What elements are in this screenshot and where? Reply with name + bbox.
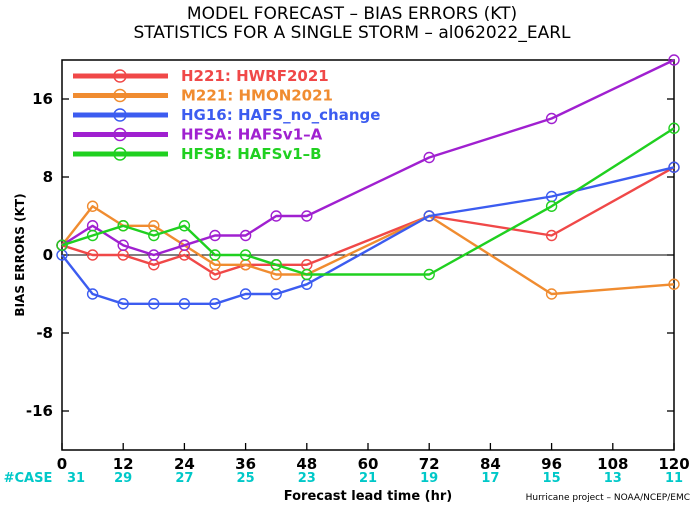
data-point [117,298,129,310]
data-point [86,249,99,261]
data-point [209,249,221,261]
data-point [423,268,435,281]
legend-swatch-marker [113,108,127,122]
data-point [668,54,680,66]
x-tick-label: 72 [419,455,440,473]
series-line [61,205,675,296]
data-point [209,229,221,242]
x-tick-label: 36 [235,455,256,473]
case-count: 11 [665,471,683,486]
case-count: 23 [298,471,316,486]
legend-entry-label: HFSB: HAFSv1–B [181,145,322,163]
data-point [545,229,558,242]
case-count: 19 [420,471,438,486]
x-tick-label: 24 [174,455,195,473]
data-point [239,249,252,261]
x-tick-label: 48 [296,455,317,473]
y-tick-label: 8 [43,168,53,186]
data-point [148,229,160,242]
data-point [301,210,313,222]
legend-entry-label: HG16: HAFS_no_change [181,106,380,124]
case-count: 21 [359,471,377,486]
y-tick-label: -16 [26,402,53,420]
data-point [270,288,282,300]
data-point [56,239,68,251]
data-point [239,229,252,242]
series-group [56,122,680,281]
legend-swatch-marker [113,88,127,103]
data-point [117,239,129,251]
series-group [56,54,680,261]
case-count: 29 [114,471,132,486]
case-label: #CASE [4,471,53,486]
legend-entry-label: HFSA: HAFSv1–A [181,126,323,144]
series-group [56,161,680,310]
data-point [668,122,680,134]
data-point [423,210,435,222]
legend-swatch-marker [113,69,127,83]
legend-entry-label: M221: HMON2021 [181,87,333,105]
legend-swatch-marker [113,147,127,161]
data-point [178,220,191,232]
case-count: 17 [481,471,499,486]
data-point [178,298,191,310]
data-point [239,288,252,300]
chart-subtitle: STATISTICS FOR A SINGLE STORM – al062022… [133,23,571,43]
y-tick-label: 0 [43,246,53,264]
x-tick-label: 0 [57,455,67,473]
y-tick-label: 16 [32,90,53,108]
data-point [86,200,99,212]
case-count: 25 [237,471,255,486]
x-tick-label: 84 [480,455,501,473]
data-point [148,249,160,261]
case-count-row: #CASE 31 29 27 25 23 21 19 17 15 13 11 [4,471,683,486]
data-point [668,161,680,173]
legend-entry-label: H221: HWRF2021 [181,67,329,85]
data-point [178,239,191,251]
data-point [209,298,221,310]
x-tick-label: 12 [113,455,134,473]
case-count: 27 [175,471,193,486]
y-axis-label: BIAS ERRORS (KT) [13,193,27,316]
case-count: 15 [543,471,561,486]
data-point [270,259,282,271]
data-point [545,112,558,125]
x-tick-label: 60 [358,455,379,473]
series-group [56,161,680,281]
credit-text: Hurricane project – NOAA/NCEP/EMC [526,493,690,503]
x-tick-label: 108 [597,455,628,473]
x-axis-label: Forecast lead time (hr) [284,489,452,504]
x-tick-label: 96 [541,455,562,473]
y-tick-label: -8 [36,324,53,342]
data-point [148,298,160,310]
legend-swatch-marker [113,127,127,142]
chart-title: MODEL FORECAST – BIAS ERRORS (KT) [187,4,517,24]
axis-ticks: 0 12 24 36 48 60 72 84 96 108 120 -16 -8 0 8 16 [26,90,690,473]
data-point [668,278,680,290]
x-tick-label: 120 [658,455,689,473]
data-point [545,200,558,212]
data-point [301,268,313,281]
data-point [545,288,558,300]
data-point [86,229,99,242]
data-point [86,288,99,300]
data-point [423,151,435,164]
series-layer [56,54,680,310]
data-point [117,220,129,232]
data-point [270,210,282,222]
case-count: 13 [604,471,622,486]
case-count: 31 [67,471,85,486]
series-line [61,127,675,276]
series-line [61,58,675,257]
